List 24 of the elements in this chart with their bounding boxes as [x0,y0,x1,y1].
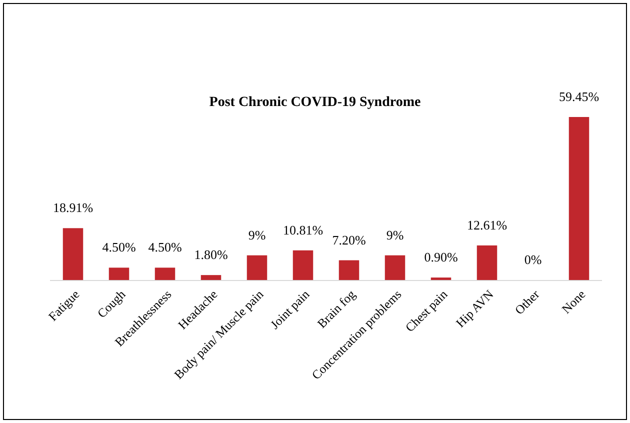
bar [108,268,130,280]
data-label: 9% [386,227,404,242]
x-tick-label: Joint pain [268,286,313,332]
bar [154,268,176,280]
bar [200,275,222,280]
bar [568,117,590,280]
bar [292,250,314,280]
bar [338,260,360,280]
chart-title: Post Chronic COVID-19 Syndrome [209,95,421,110]
data-label: 10.81% [282,222,324,238]
data-label: 1.80% [194,247,228,262]
data-label: 4.50% [148,240,182,255]
bar [476,245,498,280]
data-label: 18.91% [52,200,94,216]
bar [384,255,406,280]
data-label: 0.90% [424,250,458,265]
bar [246,255,268,280]
bar [62,228,84,280]
data-label: 59.45% [558,89,600,104]
data-label: 9% [248,227,266,242]
data-label: 7.20% [332,232,366,248]
data-label: 4.50% [102,240,136,255]
data-label: 0% [524,252,542,267]
data-label: 12.61% [466,217,508,232]
